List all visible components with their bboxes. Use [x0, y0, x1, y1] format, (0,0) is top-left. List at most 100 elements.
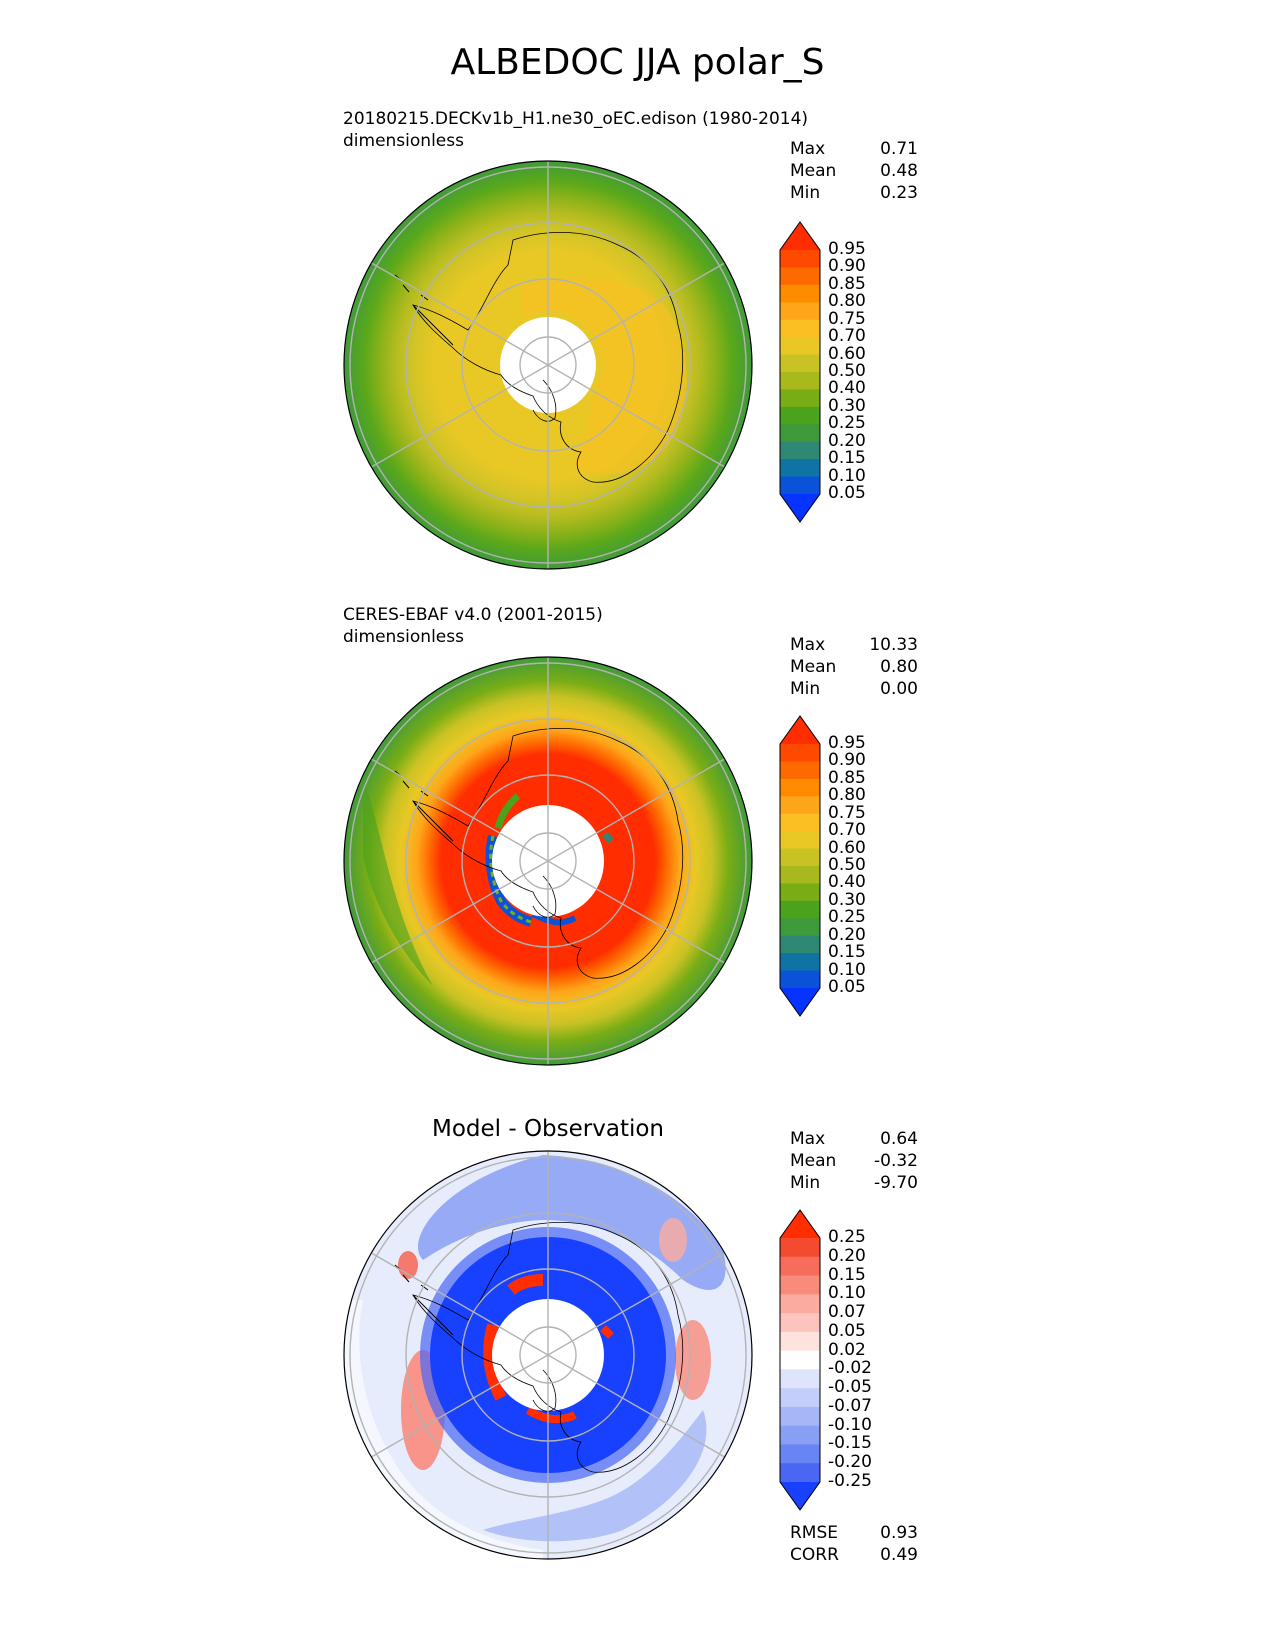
diff-colorbar-tick-label: -0.10: [828, 1414, 872, 1435]
model-colorbar-outline: [779, 221, 821, 523]
diff-colorbar-segment: [780, 1294, 820, 1314]
obs-colorbar-tick-label: 0.60: [828, 837, 866, 858]
model-colorbar-tick-label: 0.25: [828, 413, 866, 434]
stat-label: Min: [790, 1173, 821, 1193]
stat-row: Mean -0.32: [790, 1150, 918, 1172]
model-colorbar-strip: [779, 221, 821, 523]
diff-colorbar-segment: [780, 1313, 820, 1333]
metric-row: RMSE 0.93: [790, 1522, 918, 1544]
stat-label: Mean: [790, 1151, 837, 1171]
model-colorbar-segment: [780, 406, 820, 425]
diff-colorbar-segment: [780, 1463, 820, 1483]
model-panel-header: 20180215.DECKv1b_H1.ne30_oEC.edison (198…: [343, 108, 808, 152]
obs-colorbar-segment: [780, 883, 820, 902]
model-colorbar-tick-label: 0.40: [828, 378, 866, 399]
stat-label: Max: [790, 1129, 826, 1149]
diff-colorbar-extend-max: [780, 1210, 820, 1238]
model-colorbar-extend-max: [780, 222, 820, 250]
obs-stats: Max 10.33 Mean 0.80 Min 0.00: [790, 634, 918, 700]
diff-panel-title: Model - Observation: [431, 1116, 665, 1142]
obs-colorbar-segment: [780, 761, 820, 780]
model-colorbar-tick-label: 0.20: [828, 430, 866, 451]
stat-value: 0.64: [880, 1129, 918, 1149]
diff-colorbar-tick-label: 0.02: [828, 1339, 866, 1360]
model-colorbar-segment: [780, 337, 820, 356]
diff-colorbar-segment: [780, 1331, 820, 1352]
obs-colorbar-tick-label: 0.40: [828, 872, 866, 893]
obs-colorbar-segment: [780, 935, 820, 954]
stat-label: Max: [790, 635, 826, 655]
model-colorbar-segment: [780, 284, 820, 303]
obs-colorbar-outline: [779, 715, 821, 1017]
diff-colorbar-tick-label: 0.10: [828, 1283, 866, 1304]
diff-colorbar-tick-label: -0.15: [828, 1433, 872, 1454]
diff-colorbar-tick-label: -0.02: [828, 1358, 872, 1379]
diff-colorbar-segment: [780, 1256, 820, 1277]
stat-row: Max 10.33: [790, 634, 918, 656]
obs-colorbar-strip: [779, 715, 821, 1017]
stat-value: 0.00: [880, 679, 918, 699]
obs-panel-units: dimensionless: [343, 627, 464, 647]
model-panel-units: dimensionless: [343, 131, 464, 151]
metric-value: 0.49: [880, 1545, 918, 1565]
obs-colorbar-tick-label: 0.20: [828, 924, 866, 945]
diff-colorbar-segment: [780, 1425, 820, 1445]
model-colorbar-segment: [780, 302, 820, 321]
obs-colorbar-tick-label: 0.70: [828, 820, 866, 841]
stat-label: Min: [790, 183, 821, 203]
obs-colorbar-tick-label: 0.90: [828, 750, 866, 771]
obs-colorbar-extend-max: [780, 716, 820, 744]
obs-colorbar-segment: [780, 900, 820, 919]
stat-value: 0.71: [880, 139, 918, 159]
obs-colorbar-tick-label: 0.05: [828, 977, 866, 997]
diff-colorbar-segment: [780, 1444, 820, 1464]
obs-panel-header: CERES-EBAF v4.0 (2001-2015) dimensionles…: [343, 604, 603, 648]
obs-colorbar-segment: [780, 831, 820, 850]
model-colorbar-segment: [780, 267, 820, 286]
stat-row: Max 0.64: [790, 1128, 918, 1150]
metric-row: CORR 0.49: [790, 1544, 918, 1566]
diff-colorbar-tick-label: 0.07: [828, 1302, 866, 1323]
diff-colorbar-extend-min: [780, 1482, 820, 1510]
model-stats: Max 0.71 Mean 0.48 Min 0.23: [790, 138, 918, 204]
model-colorbar-extend-min: [780, 494, 820, 522]
obs-colorbar-segment: [780, 970, 820, 989]
stat-row: Mean 0.48: [790, 160, 918, 182]
stat-label: Mean: [790, 657, 837, 677]
diff-colorbar-segment: [780, 1238, 820, 1258]
obs-colorbar-tick-label: 0.95: [828, 733, 866, 753]
model-colorbar-tick-label: 0.05: [828, 483, 866, 503]
model-colorbar-segment: [780, 250, 820, 268]
diff-colorbar-outline: [779, 1209, 821, 1511]
diff-colorbar-segment: [780, 1275, 820, 1295]
stat-value: 10.33: [869, 635, 918, 655]
stat-value: -0.32: [874, 1151, 918, 1171]
model-colorbar-tick-label: 0.30: [828, 395, 866, 416]
diff-colorbar-tick-label: -0.25: [828, 1471, 872, 1491]
model-colorbar-segment: [780, 424, 820, 443]
stat-row: Min 0.00: [790, 678, 918, 700]
stat-row: Max 0.71: [790, 138, 918, 160]
model-colorbar-tick-label: 0.50: [828, 361, 866, 381]
diff-colorbar-tick-label: 0.15: [828, 1264, 866, 1285]
obs-colorbar-segment: [780, 953, 820, 972]
obs-colorbar-tick-label: 0.30: [828, 889, 866, 910]
obs-colorbar-segment: [780, 918, 820, 937]
stat-label: Min: [790, 679, 821, 699]
obs-colorbar-tick-label: 0.25: [828, 907, 866, 928]
diff-colorbar-tick-label: -0.05: [828, 1377, 872, 1398]
obs-colorbar-tick-label: 0.50: [828, 855, 866, 875]
stat-row: Min 0.23: [790, 182, 918, 204]
model-colorbar-segment: [780, 441, 820, 460]
obs-colorbar-tick-label: 0.85: [828, 767, 866, 788]
diff-colorbar-tick-label: 0.20: [828, 1245, 866, 1266]
model-colorbar-tick-label: 0.15: [828, 448, 866, 469]
obs-colorbar-tick-label: 0.10: [828, 959, 866, 980]
diff-colorbar-strip: [779, 1209, 821, 1511]
model-colorbar-tick-label: 0.90: [828, 256, 866, 277]
diff-colorbar-tick-label: -0.20: [828, 1452, 872, 1473]
diff-colorbar-tick-label: -0.07: [828, 1395, 872, 1416]
model-colorbar-segment: [780, 354, 820, 373]
model-colorbar-segment: [780, 476, 820, 495]
obs-colorbar-segment: [780, 796, 820, 815]
